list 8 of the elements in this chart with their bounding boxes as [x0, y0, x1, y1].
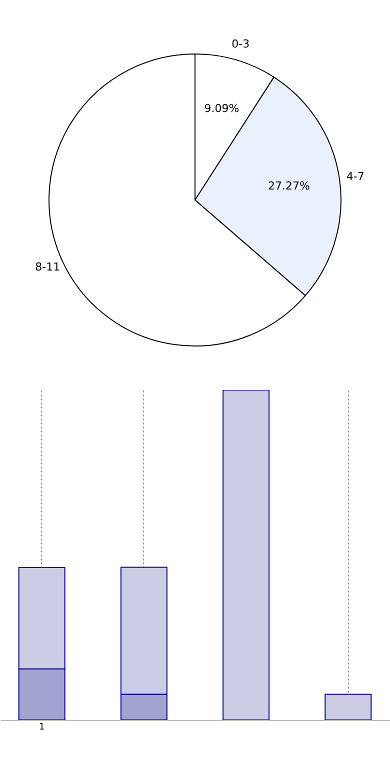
- x-tick-label: 1: [38, 722, 45, 732]
- bar: [324, 694, 372, 720]
- bar: [222, 390, 270, 720]
- slice-label: 0-3: [232, 38, 250, 51]
- data-label: 9.09%: [204, 102, 240, 115]
- data-label: 27.27%: [268, 179, 310, 192]
- slice-label: 4-7: [346, 170, 364, 183]
- slice-label: 8-11: [35, 260, 60, 274]
